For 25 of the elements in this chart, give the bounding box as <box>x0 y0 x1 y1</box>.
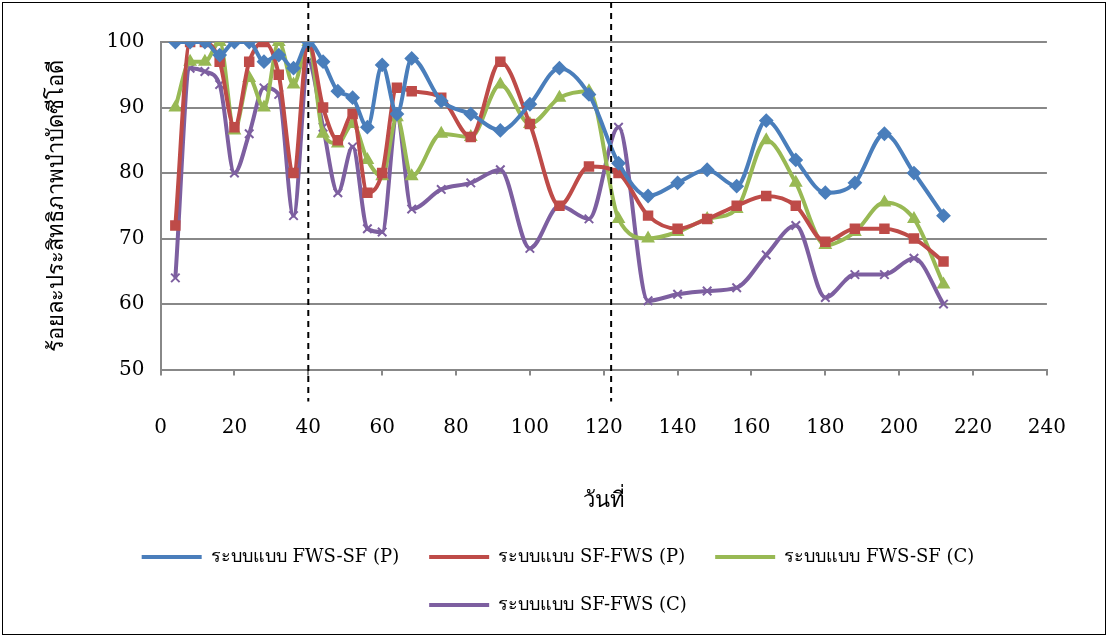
legend-label: ระบบแบบ SF-FWS (P) <box>498 544 686 566</box>
y-axis-title: ร้อยละประสิทธิภาพบำบัดซีโอดี <box>42 59 68 352</box>
x-tick-label: 40 <box>295 413 322 438</box>
x-tick-label: 240 <box>1027 413 1067 438</box>
y-tick-label: 100 <box>106 28 145 53</box>
y-tick-label: 80 <box>119 159 145 184</box>
legend-label: ระบบแบบ FWS-SF (C) <box>784 544 975 566</box>
legend-label: ระบบแบบ SF-FWS (C) <box>498 592 687 614</box>
x-tick-label: 20 <box>221 413 248 438</box>
x-axis-title: วันที่ <box>582 483 625 512</box>
x-tick-label: 200 <box>880 413 919 438</box>
y-tick-label: 70 <box>119 224 145 249</box>
y-tick-label: 50 <box>119 355 145 380</box>
x-tick-label: 60 <box>369 413 395 438</box>
x-tick-label: 80 <box>443 413 469 438</box>
x-tick-label: 180 <box>806 413 845 438</box>
x-tick-label: 120 <box>584 413 623 438</box>
x-tick-label: 140 <box>658 413 697 438</box>
x-tick-label: 220 <box>953 413 993 438</box>
x-tick-label: 0 <box>154 413 167 438</box>
legend-label: ระบบแบบ FWS-SF (P) <box>210 544 400 566</box>
x-tick-label: 100 <box>510 413 549 438</box>
y-tick-label: 60 <box>119 290 145 315</box>
y-tick-label: 90 <box>119 93 145 118</box>
x-tick-label: 160 <box>732 413 771 438</box>
